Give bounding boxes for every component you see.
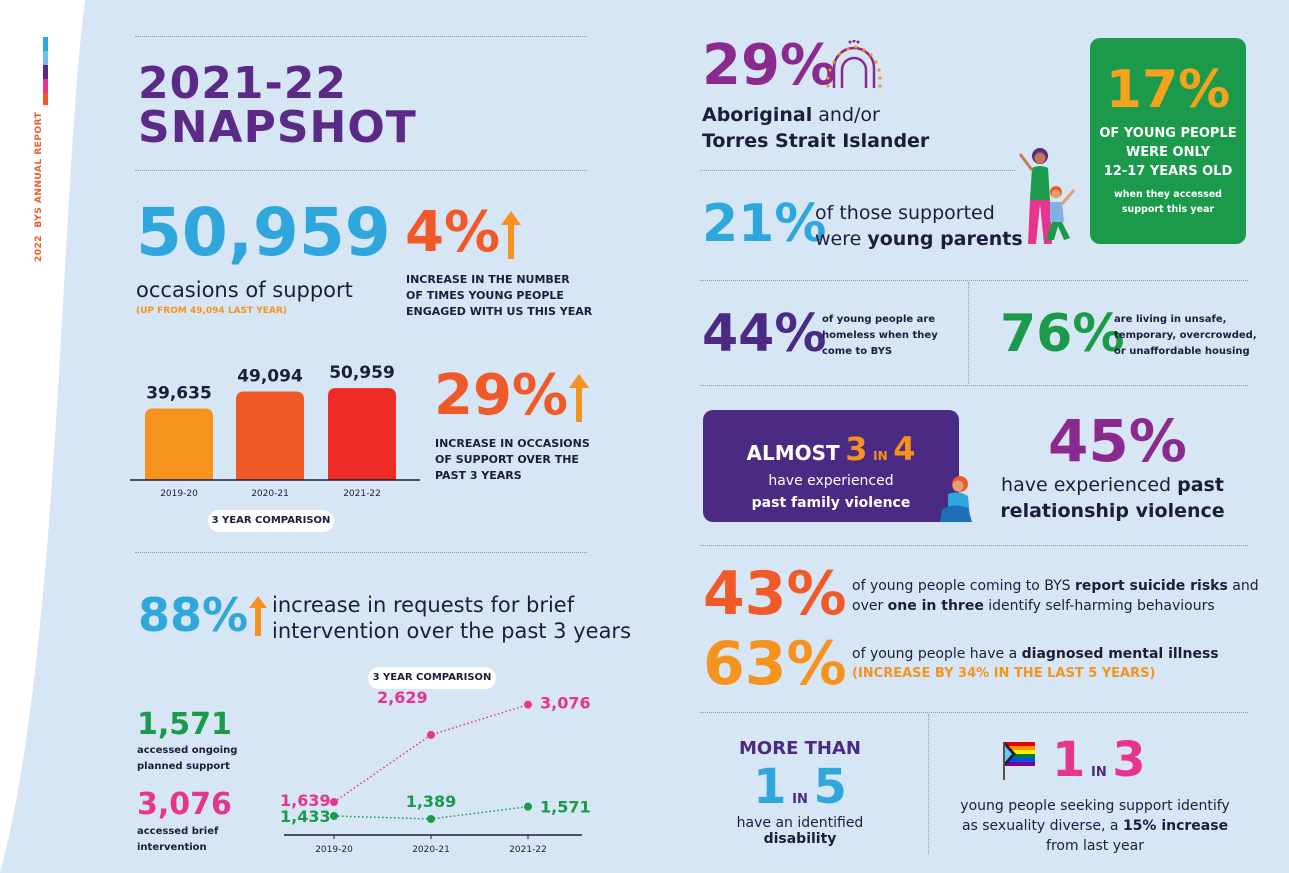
data-label: 2,629 [377, 690, 428, 707]
bar-value-label: 50,959 [329, 363, 395, 383]
aboriginal-value: 29% [702, 33, 837, 98]
page-title: 2021-22 SNAPSHOT [138, 58, 417, 153]
homeless-value: 44% [702, 304, 827, 364]
divider [700, 385, 1248, 386]
bar-chart-title: 3 YEAR COMPARISON [208, 510, 334, 532]
relationship-text: have experienced past relationship viole… [1000, 474, 1225, 522]
x-tick-label: 2021-22 [509, 845, 547, 855]
divider [135, 552, 587, 553]
divider [135, 170, 587, 171]
data-label: 1,639 [280, 791, 331, 810]
x-tick-label: 2019-20 [315, 845, 353, 855]
diverse-ratio: 1 IN 3 [1052, 732, 1146, 788]
data-point [524, 802, 532, 811]
brief-value: 88% [138, 588, 249, 642]
brief-int-text: accessed brief intervention [137, 826, 219, 853]
relationship-value: 45% [1048, 407, 1187, 475]
age-subtext: when they accessed support this year [1114, 189, 1222, 215]
divider [700, 170, 1015, 171]
bar [328, 388, 396, 480]
aboriginal-art-icon [826, 40, 882, 88]
occasions-sub: (UP FROM 49,094 LAST YEAR) [136, 306, 287, 316]
side-color-strip [43, 37, 48, 105]
age-value: 17% [1105, 60, 1231, 120]
homeless-text: of young people are homeless when they com… [822, 314, 938, 357]
housing-value: 76% [1000, 304, 1125, 364]
divider [700, 280, 1248, 281]
x-tick-label: 2020-21 [412, 845, 450, 855]
bar-value-label: 39,635 [146, 384, 212, 404]
series-line [333, 703, 529, 803]
diverse-text: young people seeking support identify as… [960, 798, 1230, 854]
occasions-label: occasions of support [136, 278, 353, 302]
mental-text: of young people have a diagnosed mental … [852, 646, 1219, 681]
increase-29-value: 29% [434, 363, 569, 428]
brief-block: 88% [138, 592, 268, 638]
brief-text: increase in requests for brief interventi… [272, 593, 632, 643]
increase-4-text: INCREASE IN THE NUMBER OF TIMES YOUNG PEO… [406, 273, 593, 318]
increase-4-value: 4% [405, 200, 501, 265]
divider [928, 714, 929, 854]
disability-block: MORE THAN 1 IN 5 have an identified disa… [700, 738, 900, 847]
data-point [427, 730, 435, 739]
data-label: 3,076 [540, 694, 590, 713]
bar-chart: 39,635 49,094 50,959 2019-20 2020-21 2021-22 [130, 363, 420, 499]
suicide-text: of young people coming to BYS report sui… [852, 578, 1259, 614]
line-chart-title: 3 YEAR COMPARISON [368, 667, 496, 689]
page-edge-curve [0, 0, 85, 873]
disability-ratio: 1 IN 5 [753, 759, 847, 815]
data-point [330, 798, 338, 807]
increase-29-block: 29% [434, 368, 590, 424]
age-stat-card: 17% OF YOUNG PEOPLE WERE ONLY 12-17 YEARS … [1090, 38, 1246, 244]
data-label: 1,433 [280, 807, 331, 826]
bar-category-label: 2019-20 [160, 489, 198, 499]
divider [700, 712, 1248, 713]
data-point [427, 814, 435, 823]
bar-category-label: 2021-22 [343, 489, 381, 499]
mental-value: 63% [703, 629, 847, 699]
family-violence-card: ALMOST 3 IN 4 have experienced past famil… [703, 410, 959, 522]
young-parents-text: of those supported were young parents [815, 202, 1023, 250]
divider [135, 36, 587, 37]
data-point [330, 811, 338, 820]
suicide-value: 43% [703, 559, 847, 629]
occasions-value: 50,959 [136, 194, 391, 271]
parent-and-child-illustration [1018, 148, 1076, 244]
family-violence-text: have experienced past family violence [751, 473, 911, 511]
increase-29-text: INCREASE IN OCCASIONS OF SUPPORT OVER THE… [435, 437, 590, 482]
aboriginal-text: Aboriginal and/or Torres Strait Islander [702, 104, 930, 152]
ongoing-text: accessed ongoing planned support [137, 745, 238, 772]
increase-4-block: 4% [405, 205, 522, 261]
side-report-label: 2022 BYS ANNUAL REPORT [34, 111, 44, 262]
line-chart: 1,639 2,629 3,076 1,433 1,389 1,571 2019-20 20… [280, 690, 590, 855]
arrow-up-icon [249, 596, 268, 636]
bar [145, 408, 213, 480]
brief-int-value: 3,076 [137, 787, 232, 822]
pride-flag-icon [1003, 742, 1035, 780]
arrow-up-icon [501, 211, 522, 259]
data-label: 1,571 [540, 798, 590, 817]
bar-value-label: 49,094 [237, 366, 303, 386]
data-label: 1,389 [406, 792, 457, 811]
sitting-person-illustration [940, 476, 972, 522]
young-parents-value: 21% [702, 194, 827, 254]
family-violence-ratio: ALMOST 3 IN 4 [746, 430, 916, 468]
bar [236, 391, 304, 480]
divider [968, 282, 969, 384]
housing-text: are living in unsafe, temporary, overcrow… [1114, 314, 1257, 357]
ongoing-value: 1,571 [137, 707, 232, 742]
bar-category-label: 2020-21 [251, 489, 289, 499]
data-point [524, 700, 532, 709]
divider [700, 545, 1248, 546]
age-text: OF YOUNG PEOPLE WERE ONLY 12-17 YEARS OLD [1099, 126, 1237, 179]
arrow-up-icon [569, 374, 590, 422]
